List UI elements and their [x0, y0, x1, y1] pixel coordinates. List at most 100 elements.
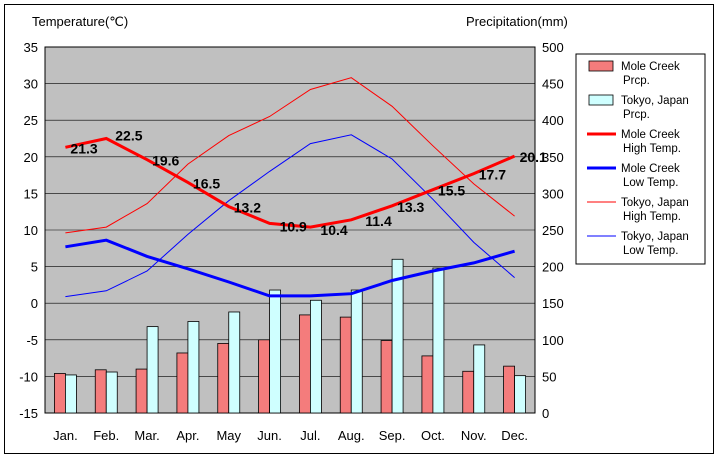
precipitation-bar [503, 365, 515, 414]
precipitation-bar [135, 368, 148, 414]
precipitation-bar [258, 339, 270, 414]
right-tick-label: 500 [542, 40, 564, 55]
left-tick-label: -10 [19, 369, 38, 384]
right-tick-label: 350 [542, 150, 564, 165]
data-label: 19.6 [152, 153, 179, 169]
data-label: 16.5 [193, 175, 220, 191]
legend-label: Tokyo, Japan [621, 197, 689, 209]
data-label: 17.7 [479, 167, 506, 183]
x-tick-label: Jan. [53, 428, 78, 443]
left-axis-ticks: -15 -10 -5 0 5 10 15 20 25 30 35 [19, 40, 38, 421]
left-tick-label: 15 [24, 186, 38, 201]
legend-box [575, 53, 706, 265]
right-tick-label: 400 [542, 113, 564, 128]
legend-label: Tokyo, Japan [621, 95, 689, 107]
x-axis-ticks: Jan. Feb. Mar. Apr. May Jun. Jul. Aug. Sep. Oct. N… [53, 428, 528, 443]
precipitation-bar [54, 373, 66, 414]
x-tick-label: Jun. [257, 428, 282, 443]
precipitation-bar [94, 369, 107, 414]
precipitation-bar [310, 299, 322, 414]
legend: Mole Creek Prcp. Tokyo, Japan Prcp. Mole Cre… [575, 53, 706, 265]
legend-label: Low Temp. [623, 177, 678, 189]
precipitation-bar [473, 344, 486, 414]
left-tick-label: 5 [31, 260, 38, 275]
precipitation-bar [421, 355, 434, 414]
precipitation-bar [217, 343, 230, 414]
data-label: 22.5 [115, 128, 142, 144]
legend-label: High Temp. [623, 143, 681, 155]
precipitation-bar [514, 375, 526, 414]
temperature-line [65, 77, 515, 234]
temperature-line [65, 136, 516, 229]
precipitation-bar [380, 340, 393, 414]
precipitation-bar [228, 311, 241, 414]
precipitation-bar [65, 374, 77, 414]
precipitation-bar [105, 371, 118, 414]
right-tick-label: 0 [542, 406, 549, 421]
legend-label: Tokyo, Japan [621, 231, 689, 243]
right-tick-label: 100 [542, 333, 564, 348]
x-tick-label: May [216, 428, 241, 443]
left-tick-label: -5 [26, 333, 38, 348]
legend-label: Mole Creek [621, 61, 680, 73]
precipitation-bar [146, 326, 159, 414]
x-tick-label: Aug. [338, 428, 365, 443]
right-tick-label: 150 [542, 296, 564, 311]
legend-swatch [588, 94, 614, 106]
right-tick-label: 200 [542, 260, 564, 275]
data-label: 21.3 [70, 140, 97, 156]
right-tick-label: 450 [542, 77, 564, 92]
grid-lines [45, 46, 535, 414]
data-label: 10.9 [280, 218, 307, 234]
precipitation-bars [54, 258, 526, 414]
precipitation-bar [432, 267, 445, 414]
precipitation-bar [269, 289, 281, 414]
legend-label: Mole Creek [621, 163, 680, 175]
precipitation-bar [462, 370, 475, 414]
data-label: 11.4 [365, 213, 392, 229]
x-tick-label: Dec. [501, 428, 528, 443]
data-label: 20.1 [520, 149, 547, 165]
data-label: 10.4 [320, 222, 347, 238]
x-tick-label: Sep. [379, 428, 406, 443]
precipitation-bar [176, 352, 189, 414]
right-axis-title: Precipitation(mm) [466, 14, 568, 29]
x-tick-label: Feb. [93, 428, 119, 443]
legend-label: Prcp. [623, 109, 650, 121]
temperature-lines [65, 77, 516, 298]
right-axis-ticks: 0 50 100 150 200 250 300 350 400 450 500 [542, 40, 564, 421]
temperature-line [65, 238, 516, 298]
right-tick-label: 250 [542, 223, 564, 238]
right-tick-label: 300 [542, 186, 564, 201]
left-tick-label: 25 [24, 113, 38, 128]
precipitation-bar [391, 258, 404, 414]
legend-label: Mole Creek [621, 129, 680, 141]
legend-label: High Temp. [623, 211, 681, 223]
x-tick-label: Nov. [461, 428, 487, 443]
left-tick-label: 30 [24, 77, 38, 92]
x-tick-label: Mar. [134, 428, 159, 443]
precipitation-bar [187, 321, 200, 414]
data-label: 13.2 [234, 200, 261, 216]
left-tick-label: 20 [24, 150, 38, 165]
left-tick-label: -15 [19, 406, 38, 421]
data-label: 15.5 [438, 183, 465, 199]
x-tick-label: Oct. [421, 428, 445, 443]
x-tick-label: Jul. [300, 428, 320, 443]
legend-swatch [588, 60, 614, 72]
left-tick-label: 35 [24, 40, 38, 55]
right-tick-label: 50 [542, 369, 556, 384]
x-tick-label: Apr. [176, 428, 199, 443]
precipitation-bar [299, 314, 311, 414]
temperature-line [65, 134, 515, 298]
legend-label: Prcp. [623, 75, 650, 87]
data-labels: 21.3 22.5 19.6 16.5 13.2 10.9 10.4 11.4 13.3 15.5… [70, 128, 547, 239]
left-tick-label: 10 [24, 223, 38, 238]
legend-label: Low Temp. [623, 245, 678, 257]
precipitation-bar [339, 316, 352, 414]
precipitation-bar [350, 289, 363, 414]
left-tick-label: 0 [31, 296, 38, 311]
left-axis-title: Temperature(℃) [32, 14, 128, 29]
data-label: 13.3 [397, 199, 424, 215]
